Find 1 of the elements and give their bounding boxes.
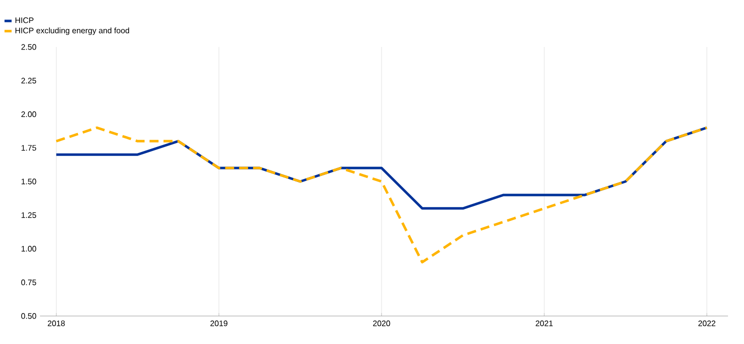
line-series (55, 126, 708, 264)
